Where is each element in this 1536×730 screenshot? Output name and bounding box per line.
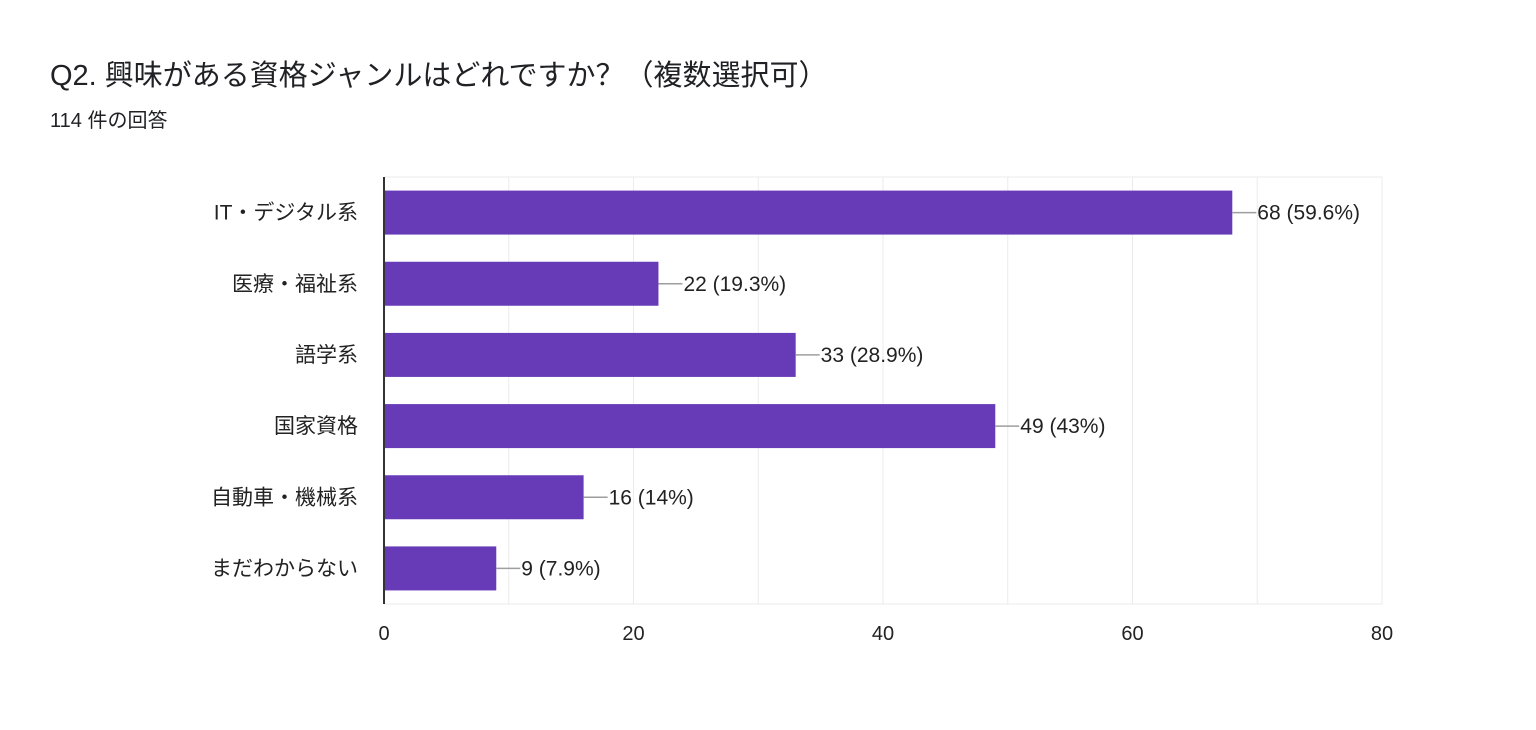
data-label: 22 (19.3%) [683, 273, 786, 296]
chart-title: Q2. 興味がある資格ジャンルはどれですか？（複数選択可） [50, 60, 828, 92]
data-label: 9 (7.9%) [521, 557, 600, 580]
x-tick-label: 40 [872, 623, 894, 645]
bar [384, 190, 1233, 235]
x-tick-label: 20 [622, 623, 644, 645]
bar [384, 404, 996, 449]
bar [384, 261, 659, 306]
x-tick-label: 0 [378, 623, 389, 645]
data-label: 49 (43%) [1020, 415, 1105, 438]
bar [384, 546, 497, 591]
x-tick-label: 60 [1121, 623, 1143, 645]
category-label: 医療・福祉系 [232, 273, 358, 296]
category-label: IT・デジタル系 [214, 202, 358, 225]
category-label: 自動車・機械系 [211, 486, 358, 509]
category-label: 語学系 [295, 344, 358, 367]
bar [384, 332, 796, 377]
bar [384, 475, 584, 520]
category-label: 国家資格 [274, 415, 358, 438]
response-count: 114 件の回答 [50, 110, 168, 132]
data-label: 68 (59.6%) [1257, 202, 1360, 225]
category-label: まだわからない [211, 557, 358, 580]
data-label: 16 (14%) [609, 486, 694, 509]
x-tick-label: 80 [1371, 623, 1393, 645]
data-label: 33 (28.9%) [821, 344, 924, 367]
